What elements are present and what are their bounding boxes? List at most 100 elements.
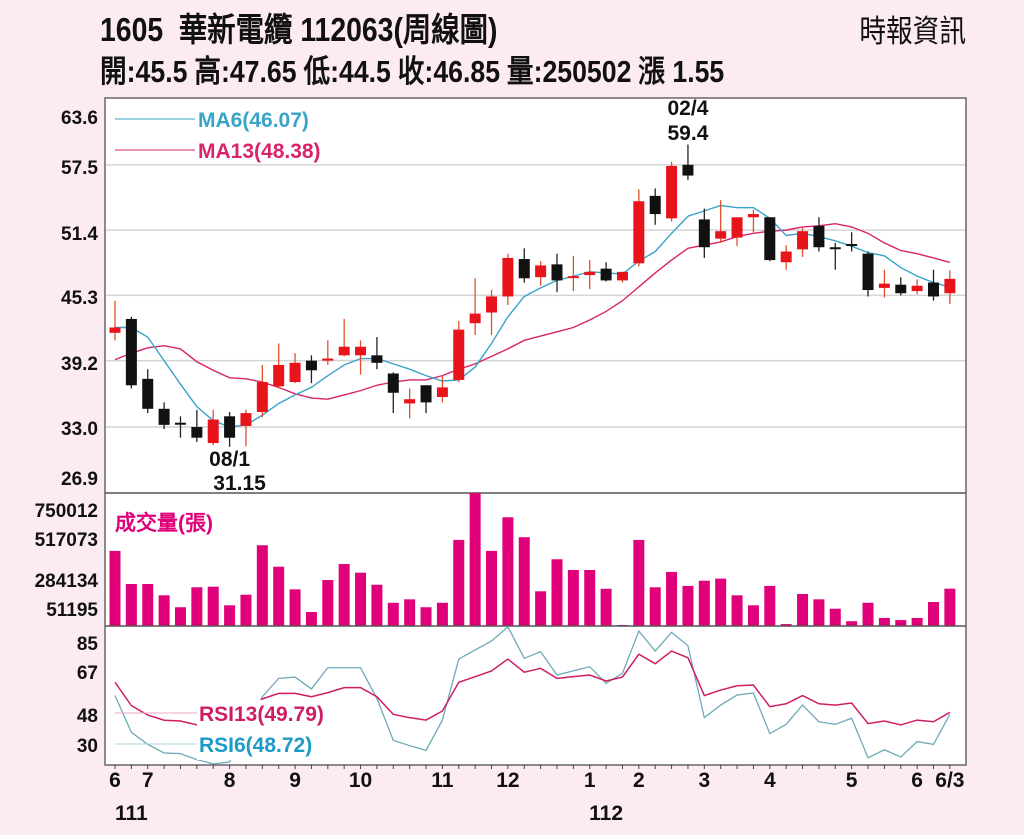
low-annotation-value: 31.15 — [213, 472, 266, 495]
candle — [387, 372, 399, 414]
candle-body — [911, 285, 923, 292]
candle-body — [289, 362, 301, 383]
candle — [142, 369, 154, 414]
candle-body — [207, 419, 219, 444]
candle — [338, 318, 350, 357]
price-tick-label: 26.9 — [61, 469, 98, 490]
volume-bar — [633, 539, 645, 626]
volume-bar — [453, 539, 465, 626]
candle-body — [404, 399, 416, 404]
candle — [666, 161, 678, 222]
rsi6-legend-label: RSI6(48.72) — [199, 734, 312, 757]
high-annotation-value: 59.4 — [668, 122, 709, 145]
chart-period: 112063(周線圖) — [300, 11, 498, 48]
candle-body — [273, 364, 285, 387]
candle — [731, 217, 743, 247]
candle — [682, 144, 694, 180]
x-axis-label: 8 — [224, 769, 236, 792]
candle-body — [715, 231, 727, 239]
volume-bar — [355, 572, 367, 626]
volume-bar — [698, 580, 710, 626]
volume-bar — [715, 578, 727, 626]
candle-body — [240, 413, 252, 426]
candle — [600, 262, 612, 282]
rsi-tick-label: 30 — [77, 736, 98, 757]
volume-bar — [125, 584, 137, 626]
chart-title: 1605 華新電纜 112063(周線圖) — [100, 12, 498, 48]
candle — [928, 269, 939, 301]
volume-bar — [256, 545, 268, 626]
candle — [420, 385, 432, 414]
volume-bar — [731, 595, 743, 626]
candle-body — [338, 346, 350, 356]
candle-body — [633, 201, 645, 264]
volume-bar — [486, 550, 498, 626]
candle — [256, 364, 268, 418]
candle-body — [256, 382, 268, 413]
candle-body — [944, 278, 956, 294]
x-axis-label: 6 — [109, 769, 121, 792]
candle-body — [142, 378, 154, 409]
candle — [289, 353, 301, 384]
volume-bar — [273, 566, 285, 626]
low-annotation-date: 08/1 — [209, 448, 250, 471]
volume-bar — [502, 517, 514, 626]
candle-body — [174, 422, 186, 425]
x-axis-label: 5 — [846, 769, 858, 792]
candle — [109, 300, 121, 341]
candle — [944, 270, 956, 304]
candle-body — [551, 264, 563, 281]
candle-body — [666, 165, 678, 219]
volume-bar — [224, 605, 236, 626]
candle — [371, 337, 383, 370]
candle-body — [109, 327, 121, 333]
price-tick-label: 39.2 — [61, 354, 98, 375]
rsi-tick-label: 48 — [77, 706, 98, 727]
candle-body — [846, 244, 858, 247]
candle — [649, 188, 661, 225]
candle-body — [584, 271, 596, 276]
volume-title: 成交量(張) — [115, 511, 213, 535]
x-axis-label: 1 — [584, 769, 596, 792]
candle-body — [502, 257, 514, 297]
price-tick-label: 45.3 — [61, 288, 98, 309]
volume-value: 量:250502 — [506, 54, 632, 89]
volume-bar — [436, 602, 448, 626]
price-tick-label: 63.6 — [61, 108, 98, 129]
volume-bar — [207, 586, 219, 626]
volume-bar — [289, 589, 301, 626]
ma6-line — [115, 204, 951, 428]
candle — [878, 269, 890, 298]
volume-bar — [174, 607, 186, 626]
volume-bar — [109, 550, 121, 626]
volume-bar — [764, 585, 776, 626]
candle-body — [436, 387, 448, 398]
volume-tick-label: 517073 — [35, 530, 98, 551]
candle-body — [813, 225, 825, 248]
volume-bar — [666, 571, 678, 626]
candle-body — [895, 284, 907, 294]
candle — [862, 251, 874, 297]
volume-bar — [813, 599, 825, 626]
volume-bar — [682, 585, 694, 626]
candle — [747, 209, 759, 233]
candle — [780, 245, 792, 270]
candle — [125, 316, 137, 389]
candle — [813, 217, 825, 252]
candle — [469, 278, 481, 335]
candle — [616, 271, 628, 283]
close-value: 收:46.85 — [397, 54, 501, 89]
volume-bar — [420, 607, 432, 626]
x-axis-year-label: 111 — [115, 802, 148, 825]
candle — [240, 409, 252, 447]
candle — [567, 255, 579, 292]
candle — [633, 189, 645, 267]
volume-bar — [535, 591, 547, 626]
candle-body — [125, 318, 137, 386]
x-axis-label: 7 — [142, 769, 154, 792]
candle — [551, 253, 563, 293]
volume-bar — [600, 588, 612, 626]
candle — [584, 260, 596, 289]
candle-body — [322, 358, 334, 361]
rsi-legend-background — [197, 700, 357, 760]
